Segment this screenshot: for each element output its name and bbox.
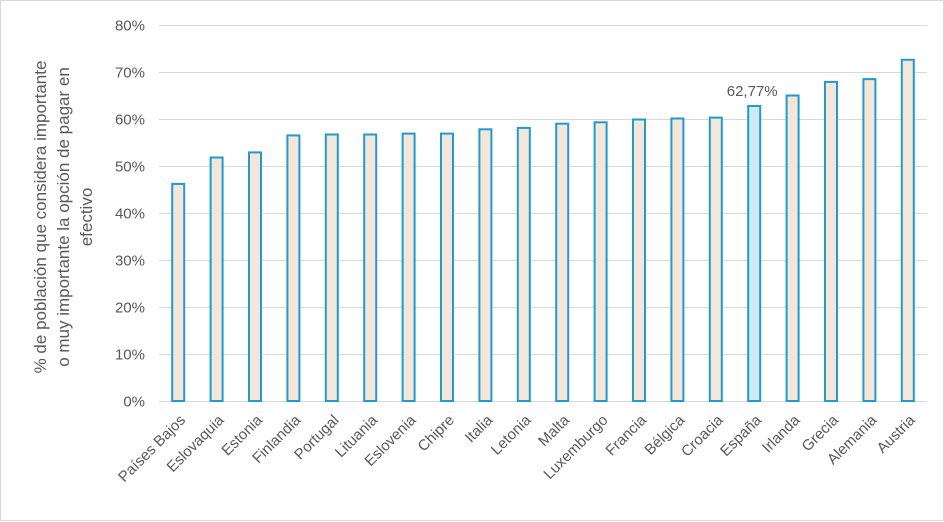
y-tick-label: 10% <box>115 347 145 364</box>
x-tick-label: Irlanda <box>759 411 804 456</box>
bar-italia <box>478 128 493 403</box>
bar-bélgica <box>670 117 685 402</box>
bar-portugal <box>324 133 339 402</box>
bar-españa <box>747 105 762 402</box>
x-tick-label: España <box>717 411 765 459</box>
x-tick-label: Letonia <box>488 411 535 458</box>
y-tick-label: 20% <box>115 300 145 317</box>
bar-malta <box>555 122 570 402</box>
bar-lituania <box>363 133 378 402</box>
x-tick-label: Italia <box>462 411 497 446</box>
y-tick-label: 40% <box>115 206 145 223</box>
bar-croacia <box>708 116 723 402</box>
data-label-highlight: 62,77% <box>727 83 778 100</box>
y-tick-label: 60% <box>115 112 145 129</box>
data-labels: 62,77% <box>727 83 778 100</box>
bar-irlanda <box>785 94 800 402</box>
bar-alemania <box>862 78 877 402</box>
bar-grecia <box>824 80 838 403</box>
bars <box>171 58 915 403</box>
y-tick-label: 30% <box>115 253 145 270</box>
y-tick-label: 50% <box>115 159 145 176</box>
y-tick-label: 80% <box>115 18 145 35</box>
gridlines <box>159 25 927 402</box>
bar-eslovenia <box>401 132 416 402</box>
bar-estonia <box>248 151 262 402</box>
x-tick-label: Croacia <box>678 411 727 460</box>
y-axis-label-line: % de población que considera importante <box>31 61 50 374</box>
y-axis-label-line: efectivo <box>77 188 96 247</box>
y-tick-label: 0% <box>123 394 145 411</box>
bar-finlandia <box>286 134 301 402</box>
y-axis-label-line: o muy importante la opción de pagar en <box>54 67 73 367</box>
x-axis-ticks: Países BajosEslovaquiaEstoniaFinlandiaPo… <box>115 411 919 485</box>
x-tick-label: Chipre <box>415 412 458 455</box>
x-tick-label: Francia <box>602 411 650 459</box>
bar-letonia <box>516 126 531 403</box>
bar-luxemburgo <box>593 121 608 403</box>
bar-francia <box>632 118 646 402</box>
y-axis-ticks: 0% 10% 20% 30% 40% 50% 60% 70% 80% <box>115 18 145 411</box>
bar-chipre <box>440 132 454 402</box>
x-tick-label: Austria <box>874 411 919 456</box>
bar-países-bajos <box>171 182 186 402</box>
bar-austria <box>900 58 915 403</box>
bar-eslovaquia <box>209 156 224 402</box>
y-axis-label: % de población que considera importante o… <box>31 61 96 374</box>
y-tick-label: 70% <box>115 65 145 82</box>
